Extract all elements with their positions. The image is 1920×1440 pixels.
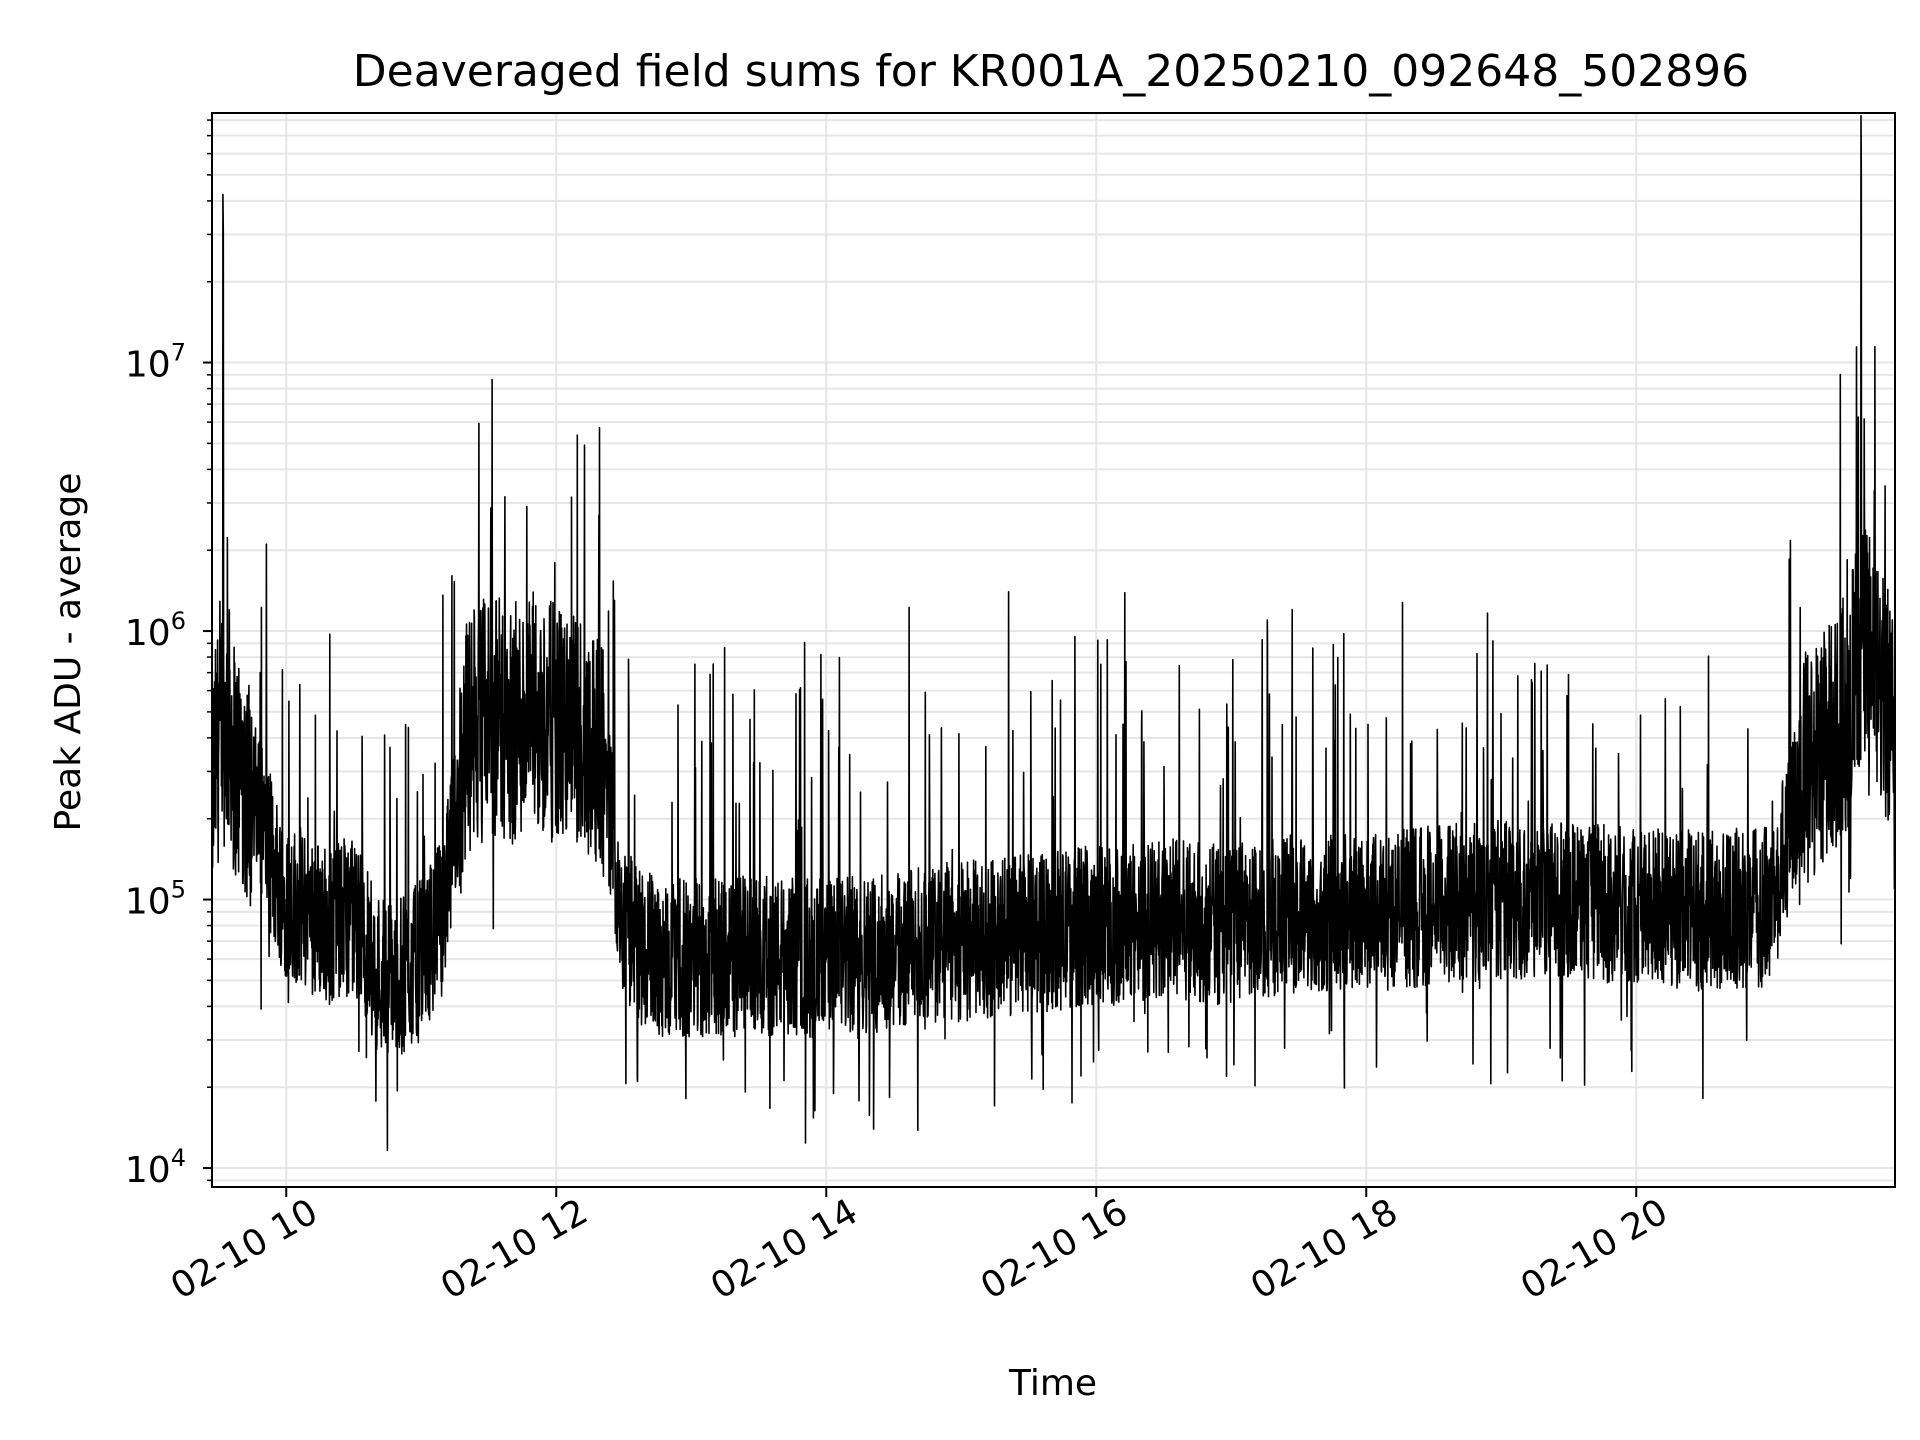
- plot-area: 02-10 10 02-10 12 02-10 14 02-10 16 02-10 18…: [125, 112, 1896, 1308]
- y-axis-label: Peak ADU - average: [48, 473, 89, 832]
- y-tick-label: 106: [125, 607, 186, 654]
- y-tick-label: 107: [125, 339, 186, 386]
- data-series-line: [211, 114, 1896, 1152]
- y-tick-label: 105: [125, 876, 186, 923]
- plot-background: [212, 113, 1895, 1187]
- y-tick-label: 104: [125, 1144, 186, 1191]
- chart-title: Deaveraged field sums for KR001A_2025021…: [353, 46, 1749, 97]
- x-axis-label: Time: [1008, 1363, 1097, 1404]
- plot-frame: [211, 112, 1896, 1188]
